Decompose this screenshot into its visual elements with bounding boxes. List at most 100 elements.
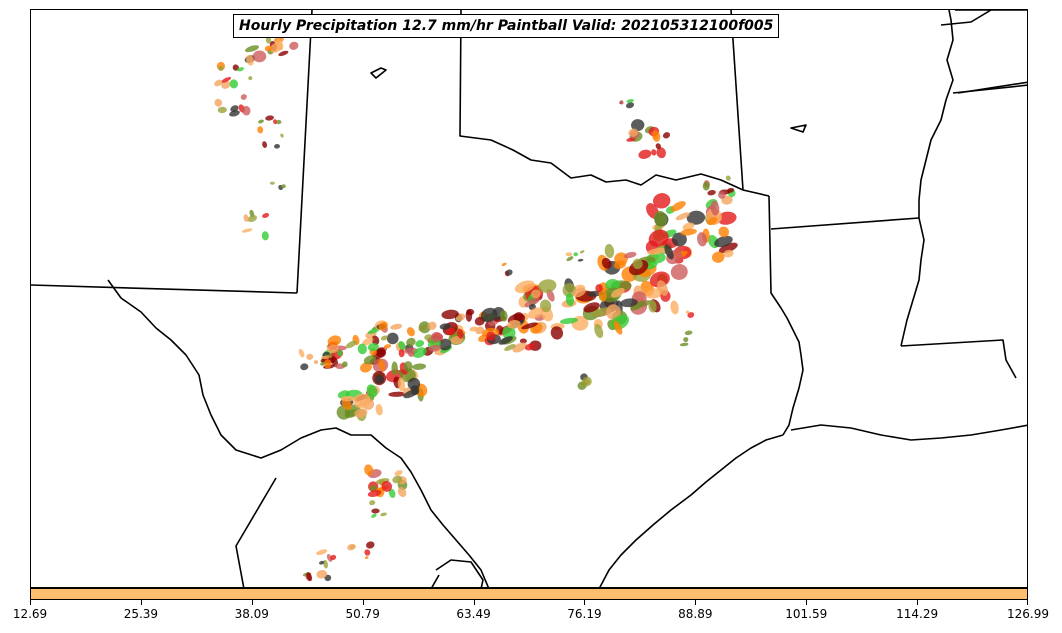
precip-blob [364,549,371,556]
precip-blob [697,232,707,247]
precip-blob [241,228,253,233]
precip-blob [319,560,325,565]
precip-blob [257,126,264,134]
precip-blob [438,338,452,351]
precip-blob [244,45,260,53]
precip-blob [214,98,223,107]
precip-blob [412,363,427,370]
precip-blob [345,340,358,349]
map-title: Hourly Precipitation 12.7 mm/hr Paintbal… [233,14,780,38]
precip-blob [340,395,356,402]
precip-blob [397,487,407,498]
colorbar-tick [363,600,364,605]
mexico-state-border-3 [431,574,440,587]
precip-blob [330,554,337,561]
state-border-ar-south [770,217,920,230]
state-border-mo-ar [940,10,992,26]
precip-blob [362,337,374,346]
precip-blob [502,326,516,340]
precip-blob [324,359,332,369]
precip-blob [371,508,380,514]
precip-blob [331,356,339,367]
precip-blob [237,67,244,72]
colorbar-tick-label: 12.69 [12,607,48,621]
precip-blob [707,190,716,196]
precip-blob [406,337,416,347]
precip-blob [499,310,508,322]
precip-blob [246,54,254,66]
precip-blob [298,348,305,358]
precip-blob [686,210,706,225]
precip-blob [687,312,695,318]
precip-blob [466,308,475,316]
precip-blob [398,349,405,358]
precip-blob [316,570,328,579]
precip-blob [289,41,299,50]
precip-blob [625,102,635,109]
precip-blob [620,298,638,308]
precip-blob [390,323,403,330]
precip-blob [214,79,223,87]
precip-blob [595,284,603,293]
precip-blob [577,258,584,262]
precip-blob [398,341,406,350]
precip-blob [394,470,403,476]
precip-blob [270,42,283,53]
precip-blob [718,242,738,254]
precip-blob [366,384,378,398]
precip-blob [264,45,273,52]
precip-blob [514,280,535,294]
state-border-ok-east [730,10,744,191]
precip-blob [380,512,387,517]
precip-blob [725,175,731,181]
precip-blob [486,331,496,341]
precip-blob [528,307,543,319]
precip-blob [371,513,377,518]
precip-blob [278,50,289,57]
colorbar-tick-label: 101.59 [785,607,828,621]
colorbar-tick-label: 50.79 [345,607,380,621]
precip-blob [457,328,464,339]
colorbar-tick-label: 126.99 [1007,607,1049,621]
precip-blob [262,213,270,218]
precip-blob [579,250,585,254]
colorbar-tick [917,600,918,605]
precip-blob [601,257,612,269]
precip-blob [364,464,374,476]
precip-blob [388,488,396,498]
precip-blob [364,556,369,559]
state-border-tx-ok-north [459,10,770,197]
louisiana-coastline [790,424,1027,441]
precip-blob [566,256,574,262]
precip-blob [710,200,720,216]
precip-blob [619,100,624,105]
precip-blob [367,342,379,352]
precip-blob [524,343,536,351]
precip-blob [653,193,671,209]
precip-blob [427,321,437,330]
precip-blob [428,344,441,352]
precip-blob [628,128,639,137]
precip-blob [521,322,538,330]
colorbar-tick-label: 63.49 [456,607,491,621]
precip-blob [446,327,456,336]
precip-blob [280,184,286,189]
precip-blob [626,99,634,103]
precip-blob [504,344,516,351]
precip-blob [657,280,669,296]
precip-blob [685,310,690,314]
precip-blob [369,500,376,506]
precip-blob [706,217,718,226]
precip-blob [229,79,239,89]
colorbar-tick [474,600,475,605]
precip-blob [369,484,377,492]
precip-blob [403,389,419,399]
precip-blob [702,181,710,191]
gulf-coastline [599,434,784,587]
precip-blob [300,363,309,371]
precip-blob [604,243,615,259]
precip-blob [391,361,398,376]
precip-blob [717,211,737,225]
precip-blob [655,143,661,150]
precip-blob [240,94,247,100]
